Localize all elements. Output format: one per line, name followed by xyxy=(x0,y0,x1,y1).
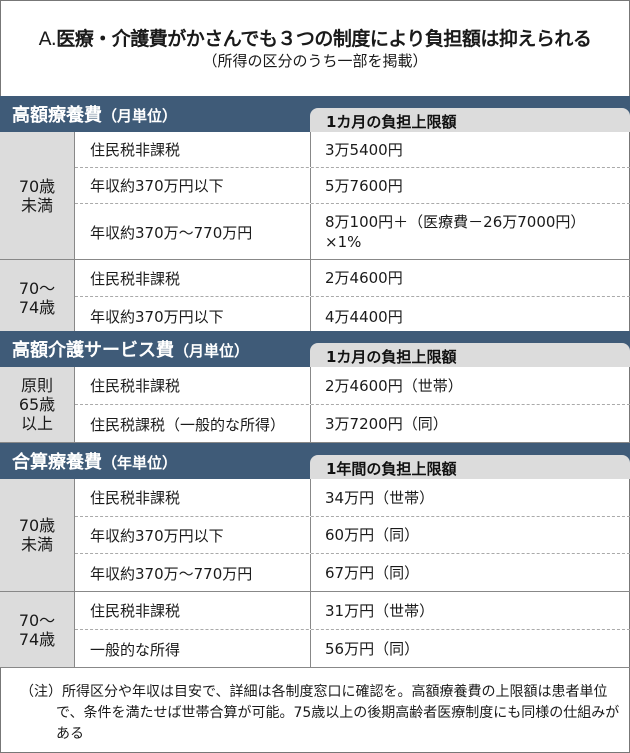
income-category: 住民税非課税 xyxy=(90,141,181,159)
limit-amount: 3万7200円（同） xyxy=(310,405,630,443)
table-row: 一般的な所得 56万円（同） xyxy=(75,630,630,668)
footnote: （注）所得区分や年収は目安で、詳細は各制度窓口に確認を。高額療養費の上限額は患者… xyxy=(20,684,620,742)
table-row: 年収約370万円以下 5万7600円 xyxy=(75,168,630,204)
income-category: 住民税課税（一般的な所得） xyxy=(90,415,286,434)
income-category: 住民税非課税 xyxy=(90,489,181,507)
section-header: 高額介護サービス費（月単位） 1カ月の負担上限額 xyxy=(0,331,630,367)
limit-amount: 31万円（世帯） xyxy=(310,592,630,629)
limit-amount: 3万5400円 xyxy=(310,132,630,167)
age-group-label: 70歳 未満 xyxy=(0,479,75,591)
section-header: 合算療養費（年単位） 1年間の負担上限額 xyxy=(0,443,630,479)
title-prefix: A. xyxy=(38,28,57,50)
age-group-label: 70～ 74歳 xyxy=(0,260,75,335)
table-row: 住民税課税（一般的な所得） 3万7200円（同） xyxy=(75,405,630,443)
subtitle: （所得の区分のうち一部を掲載） xyxy=(202,52,428,70)
table-row: 年収約370万円以下 60万円（同） xyxy=(75,517,630,554)
table-row: 年収約370万～770万円 8万100円＋（医療費－26万7000円） ×1% xyxy=(75,204,630,260)
limit-amount: 4万4400円 xyxy=(310,297,630,336)
section-title: 高額介護サービス費（月単位） xyxy=(12,336,249,362)
age-group-label: 70歳 未満 xyxy=(0,132,75,259)
age-group-label: 70～ 74歳 xyxy=(0,592,75,667)
page-title: A.医療・介護費がかさんでも３つの制度により負担額は抑えられる xyxy=(0,24,630,51)
limit-amount: 34万円（世帯） xyxy=(310,479,630,516)
age-group: 70～ 74歳 住民税非課税 31万円（世帯） 一般的な所得 56万円（同） xyxy=(0,592,630,668)
income-category: 年収約370万円以下 xyxy=(90,526,224,545)
section-unit: （月単位） xyxy=(174,342,250,360)
age-group: 70～ 74歳 住民税非課税 2万4600円年収約370万円以下 4万4400円 xyxy=(0,260,630,336)
income-category: 年収約370万円以下 xyxy=(90,308,224,326)
age-group: 原則 65歳 以上 住民税非課税 2万4600円（世帯） 住民税課税（一般的な所得） 3… xyxy=(0,367,630,443)
section-name: 合算療養費 xyxy=(12,452,102,473)
limit-amount: 8万100円＋（医療費－26万7000円） ×1% xyxy=(310,204,630,260)
section-header: 高額療養費（月単位） 1カ月の負担上限額 xyxy=(0,96,630,132)
limit-amount: 2万4600円（世帯） xyxy=(310,367,630,404)
column-label: 1カ月の負担上限額 xyxy=(310,108,630,132)
table-row: 住民税非課税 2万4600円（世帯） xyxy=(75,367,630,405)
age-group: 70歳 未満 住民税非課税 3万5400円 年収約370万円以下 5万7600円 年収約3… xyxy=(0,132,630,260)
limit-amount: 5万7600円 xyxy=(310,168,630,203)
limit-amount: 2万4600円 xyxy=(310,260,630,296)
income-category: 住民税非課税 xyxy=(90,269,181,288)
age-group-label: 原則 65歳 以上 xyxy=(0,367,75,442)
section-title: 合算療養費（年単位） xyxy=(12,448,177,474)
income-category: 年収約370万円以下 xyxy=(90,177,224,195)
limit-amount: 67万円（同） xyxy=(310,554,630,592)
income-category: 年収約370万～770万円 xyxy=(90,564,253,583)
column-label: 1年間の負担上限額 xyxy=(310,455,630,479)
income-category: 年収約370万～770万円 xyxy=(90,223,253,242)
table-row: 年収約370万円以下 4万4400円 xyxy=(75,297,630,336)
table-row: 住民税非課税 3万5400円 xyxy=(75,132,630,168)
table-row: 住民税非課税 31万円（世帯） xyxy=(75,592,630,630)
section-name: 高額介護サービス費 xyxy=(12,340,174,361)
title-text: 医療・介護費がかさんでも３つの制度により負担額は抑えられる xyxy=(56,28,592,50)
table-row: 住民税非課税 2万4600円 xyxy=(75,260,630,297)
section-title: 高額療養費（月単位） xyxy=(12,101,177,127)
age-group: 70歳 未満 住民税非課税 34万円（世帯） 年収約370万円以下 60万円（同） 年収約… xyxy=(0,479,630,592)
column-label: 1カ月の負担上限額 xyxy=(310,343,630,367)
section-name: 高額療養費 xyxy=(12,105,102,126)
income-category: 一般的な所得 xyxy=(90,640,181,659)
table-row: 住民税非課税 34万円（世帯） xyxy=(75,479,630,517)
table-row: 年収約370万～770万円 67万円（同） xyxy=(75,554,630,592)
income-category: 住民税非課税 xyxy=(90,602,181,620)
section-unit: （年単位） xyxy=(102,454,178,472)
section-unit: （月単位） xyxy=(102,107,178,125)
limit-amount: 56万円（同） xyxy=(310,630,630,668)
income-category: 住民税非課税 xyxy=(90,377,181,395)
limit-amount: 60万円（同） xyxy=(310,517,630,553)
